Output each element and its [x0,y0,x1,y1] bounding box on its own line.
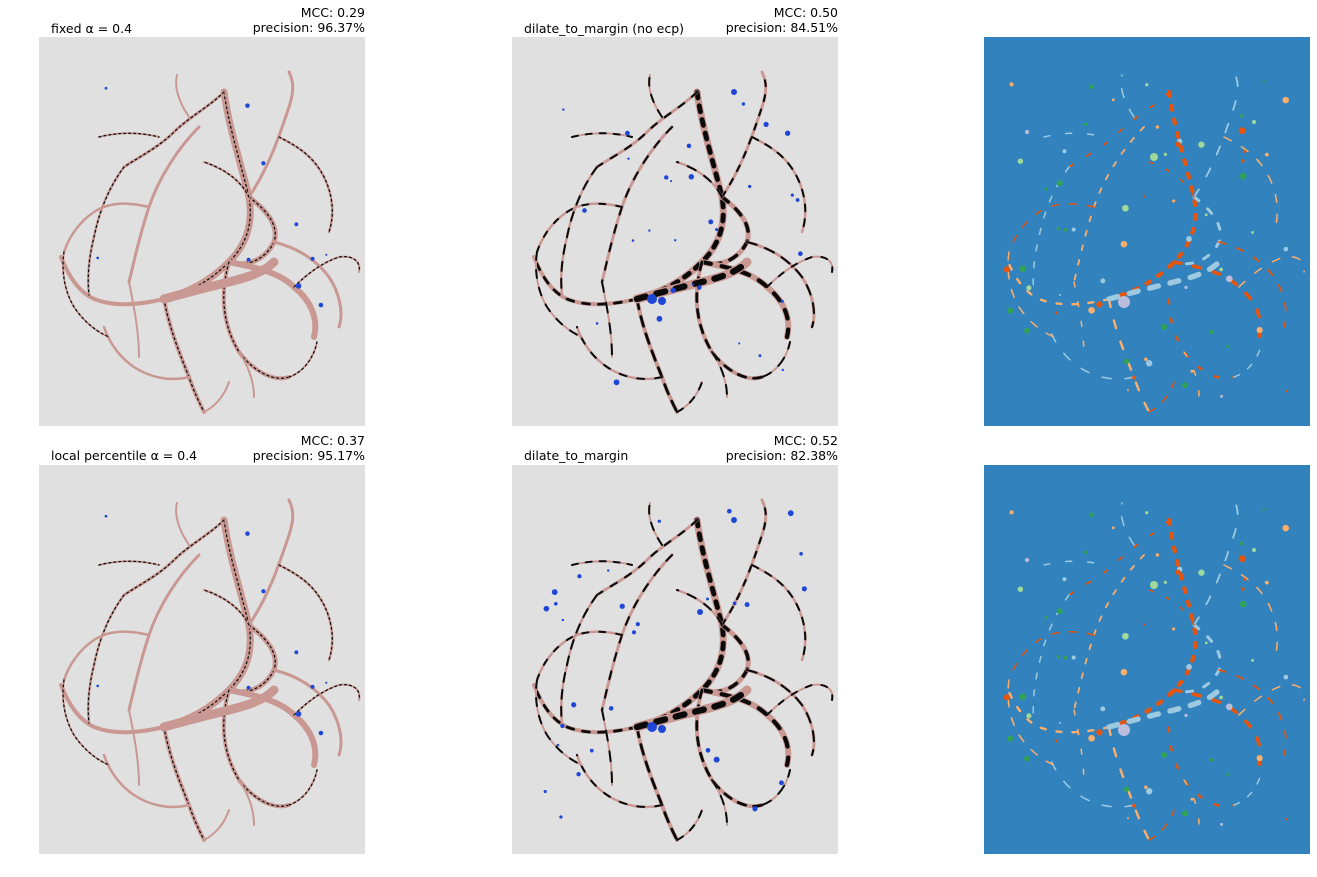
mcc-value: MCC: 0.37 [300,433,365,448]
panel-metrics-fixed: MCC: 0.29 precision: 96.37% [253,5,365,35]
segmentation-image-local-percentile [39,465,365,854]
panel-label-dilate: dilate_to_margin [524,448,629,463]
panel-label-local-percentile: local percentile α = 0.4 [51,448,198,463]
precision-value: precision: 84.51% [725,20,838,35]
precision-value: precision: 82.38% [725,448,838,463]
mcc-value: MCC: 0.50 [773,5,838,20]
segmentation-image-dilate-no-ecp [512,37,838,426]
mcc-value: MCC: 0.52 [773,433,838,448]
segmentation-image-dilate [512,465,838,854]
label-overlay-image-1 [984,37,1310,426]
panel-metrics-local-percentile: MCC: 0.37 precision: 95.17% [253,433,365,463]
panel-metrics-dilate: MCC: 0.52 precision: 82.38% [726,433,838,463]
segmentation-image-fixed [39,37,365,426]
panel-label-fixed: fixed α = 0.4 [51,21,133,36]
label-overlay-image-2 [984,465,1310,854]
mcc-value: MCC: 0.29 [300,5,365,20]
panel-label-dilate-no-ecp: dilate_to_margin (no ecp) [524,21,685,36]
precision-value: precision: 96.37% [252,20,365,35]
panel-metrics-dilate-no-ecp: MCC: 0.50 precision: 84.51% [726,5,838,35]
precision-value: precision: 95.17% [252,448,365,463]
